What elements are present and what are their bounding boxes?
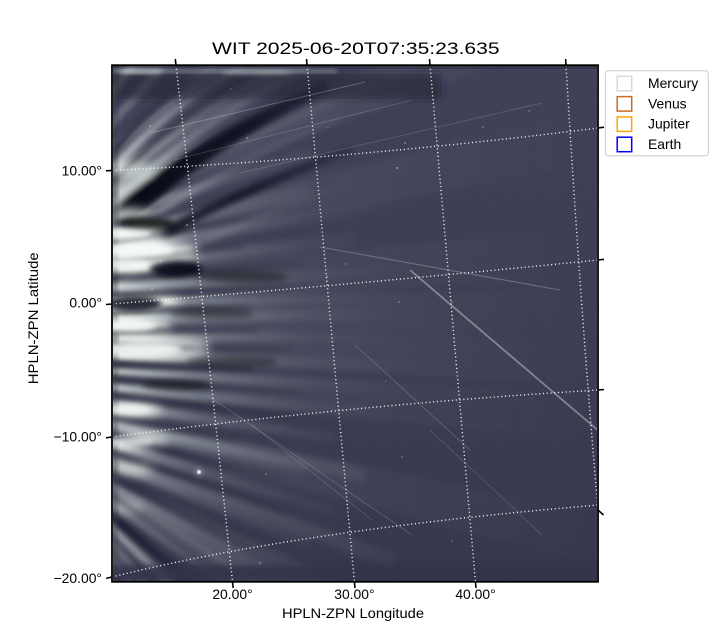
svg-text:HPLN-ZPN Longitude: HPLN-ZPN Longitude xyxy=(282,605,424,621)
svg-text:WIT 2025-06-20T07:35:23.635: WIT 2025-06-20T07:35:23.635 xyxy=(212,39,500,58)
svg-text:Earth: Earth xyxy=(648,136,681,152)
svg-text:30.00°: 30.00° xyxy=(334,586,374,602)
svg-text:Venus: Venus xyxy=(648,95,687,111)
svg-text:Mercury: Mercury xyxy=(648,75,698,91)
svg-text:20.00°: 20.00° xyxy=(212,586,252,602)
svg-text:40.00°: 40.00° xyxy=(455,586,495,602)
svg-text:10.00°: 10.00° xyxy=(62,162,102,178)
svg-text:Jupiter: Jupiter xyxy=(648,116,690,132)
svg-text:HPLN-ZPN Latitude: HPLN-ZPN Latitude xyxy=(25,252,41,384)
svg-text:−20.00°: −20.00° xyxy=(54,570,102,586)
svg-text:−10.00°: −10.00° xyxy=(54,429,102,445)
svg-text:0.00°: 0.00° xyxy=(69,295,102,311)
